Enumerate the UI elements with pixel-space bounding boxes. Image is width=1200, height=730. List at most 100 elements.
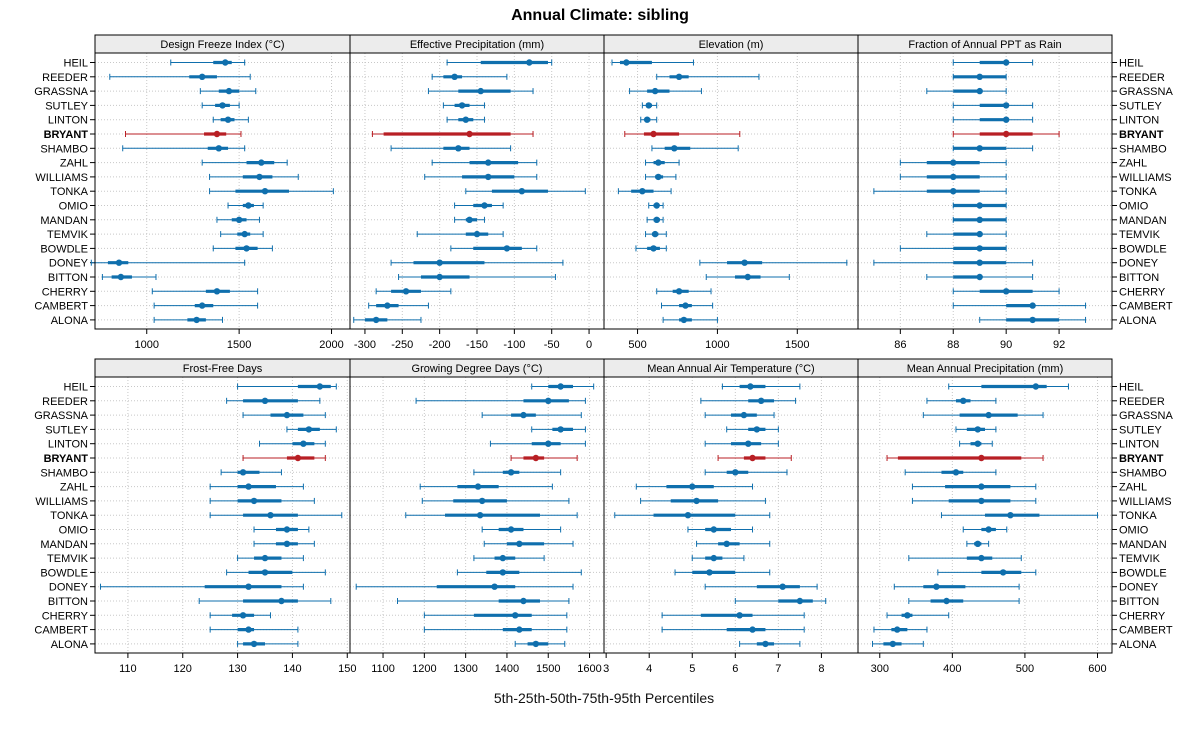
x-tick-label: 1000 xyxy=(134,339,158,351)
site-label-right: DONEY xyxy=(1119,582,1159,594)
median-point xyxy=(623,59,630,66)
median-point xyxy=(258,159,265,166)
x-tick-label: -300 xyxy=(354,339,376,351)
median-point xyxy=(518,188,526,195)
site-label-left: ZAHL xyxy=(60,158,88,170)
site-label-left: LINTON xyxy=(48,439,88,451)
median-point xyxy=(693,497,700,505)
median-point xyxy=(976,216,983,223)
x-tick-label: 0 xyxy=(586,339,592,351)
site-label-left: BITTON xyxy=(48,596,88,608)
panel-frame xyxy=(857,52,1113,330)
series-row xyxy=(952,59,1034,66)
series-row xyxy=(473,554,545,562)
series-row xyxy=(253,540,315,547)
median-point xyxy=(225,87,233,95)
x-tick-label: 1500 xyxy=(785,339,809,351)
series-row xyxy=(926,273,1034,281)
panel-title: Design Freeze Index (°C) xyxy=(160,39,284,51)
median-point xyxy=(245,583,252,590)
series-row xyxy=(872,640,924,648)
median-point xyxy=(978,483,985,490)
site-label-right: BRYANT xyxy=(1119,453,1164,465)
median-point xyxy=(512,612,519,619)
median-point xyxy=(250,497,258,505)
series-row xyxy=(483,540,574,547)
median-point xyxy=(639,188,646,195)
median-point xyxy=(1002,130,1010,138)
median-point xyxy=(316,383,324,390)
x-tick-label: 1600 xyxy=(577,663,601,675)
median-point xyxy=(904,612,911,619)
series-row xyxy=(717,454,792,462)
median-point xyxy=(976,73,983,81)
x-tick-label: 8 xyxy=(818,663,824,675)
series-row xyxy=(368,302,429,309)
series-row xyxy=(661,612,805,619)
site-label-right: TONKA xyxy=(1119,186,1157,198)
median-point xyxy=(1029,302,1036,309)
x-tick-label: 1500 xyxy=(227,339,251,351)
series-row xyxy=(651,145,739,152)
series-row xyxy=(216,216,260,223)
site-label-right: WILLIAMS xyxy=(1119,172,1172,184)
median-point xyxy=(526,59,533,66)
median-point xyxy=(198,73,206,81)
median-point xyxy=(436,273,443,281)
median-point xyxy=(671,145,678,152)
site-label-left: BRYANT xyxy=(44,129,89,141)
series-row xyxy=(893,583,1020,590)
series-row xyxy=(645,159,680,166)
median-point xyxy=(1002,116,1010,123)
median-point xyxy=(960,397,967,404)
median-point xyxy=(462,116,469,123)
series-row xyxy=(886,612,950,619)
series-row xyxy=(617,188,672,195)
median-point xyxy=(650,130,657,138)
site-label-right: SUTLEY xyxy=(1119,424,1162,436)
series-row xyxy=(624,130,741,138)
median-point xyxy=(545,440,552,447)
median-point xyxy=(283,540,291,547)
median-point xyxy=(762,640,769,648)
series-row xyxy=(635,245,667,252)
median-point xyxy=(985,526,992,533)
x-tick-label: -200 xyxy=(429,339,451,351)
series-row xyxy=(696,540,771,547)
site-label-left: CAMBERT xyxy=(34,301,88,313)
series-row xyxy=(416,230,504,238)
median-point xyxy=(261,188,269,195)
series-row xyxy=(405,512,578,519)
x-tick-label: 600 xyxy=(1088,663,1106,675)
series-row xyxy=(674,569,771,576)
site-label-right: HEIL xyxy=(1119,382,1143,394)
x-tick-label: 88 xyxy=(947,339,959,351)
median-point xyxy=(952,469,960,476)
series-row xyxy=(424,173,538,181)
series-row xyxy=(886,454,1044,462)
series-row xyxy=(510,454,578,462)
median-point xyxy=(305,426,313,433)
median-point xyxy=(976,273,983,281)
x-tick-label: 7 xyxy=(775,663,781,675)
x-tick-label: 1000 xyxy=(705,339,729,351)
site-label-left: CHERRY xyxy=(42,286,89,298)
median-point xyxy=(978,497,985,505)
series-row xyxy=(937,569,1037,576)
median-point xyxy=(749,626,756,633)
median-point xyxy=(710,526,717,533)
series-row xyxy=(952,102,1034,109)
series-row xyxy=(699,259,848,266)
median-point xyxy=(250,640,258,648)
median-point xyxy=(749,454,756,462)
series-row xyxy=(450,245,538,252)
panel-title: Fraction of Annual PPT as Rain xyxy=(908,39,1061,51)
site-label-right: DONEY xyxy=(1119,258,1159,270)
series-row xyxy=(415,397,586,404)
median-point xyxy=(520,411,527,419)
series-row xyxy=(911,497,1037,505)
series-row xyxy=(201,102,240,109)
x-tick-label: 1200 xyxy=(412,663,436,675)
median-point xyxy=(485,159,492,166)
